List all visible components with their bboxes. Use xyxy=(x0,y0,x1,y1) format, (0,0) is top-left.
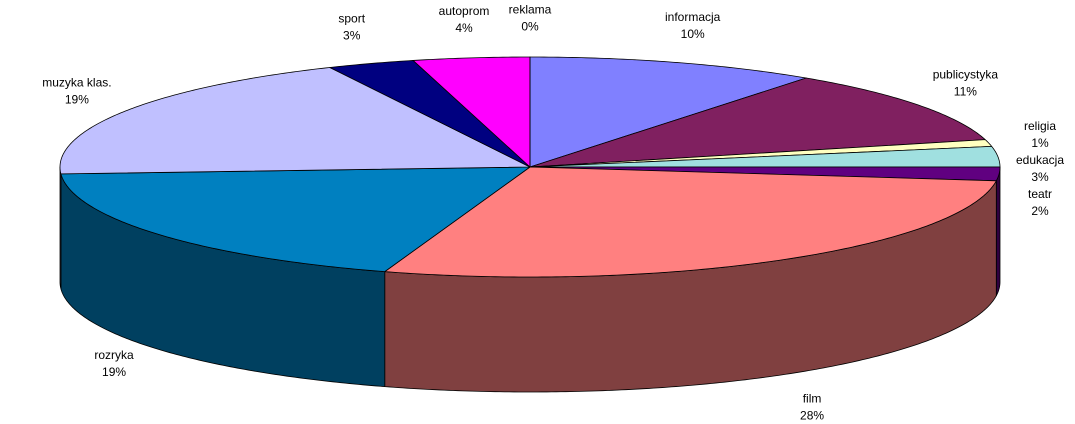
slice-label: rozryka xyxy=(94,348,134,362)
slice-label: sport xyxy=(338,11,365,25)
slice-side xyxy=(995,166,1001,297)
slice-value-label: 19% xyxy=(65,93,89,107)
slice-label: film xyxy=(803,392,822,406)
slice xyxy=(60,166,531,273)
slice-label: autoprom xyxy=(439,4,490,18)
slice xyxy=(59,67,531,175)
slice-label: muzyka klas. xyxy=(42,76,111,90)
slice-value-label: 28% xyxy=(800,409,824,423)
slice xyxy=(529,145,1001,168)
slice-value-label: 0% xyxy=(521,20,539,34)
slice-value-label: 11% xyxy=(954,85,977,99)
slice-label: informacja xyxy=(665,10,721,24)
slice xyxy=(529,77,986,168)
slice xyxy=(384,166,997,278)
slice-value-label: 19% xyxy=(102,365,126,379)
slice-value-label: 4% xyxy=(455,21,473,35)
slice xyxy=(412,56,531,168)
slice-label: teatr xyxy=(1028,187,1052,201)
slice-label: edukacja xyxy=(1016,153,1064,167)
slice-side xyxy=(59,166,62,290)
slice xyxy=(529,56,807,168)
slice xyxy=(329,60,531,168)
slice-label: reklama xyxy=(509,3,552,17)
slice-label: publicystyka xyxy=(933,68,999,82)
slice-value-label: 10% xyxy=(681,27,705,41)
slice-value-label: 3% xyxy=(1031,170,1049,184)
slice-value-label: 1% xyxy=(1031,136,1049,150)
slice-value-label: 2% xyxy=(1031,204,1049,218)
slice-value-label: 3% xyxy=(343,28,361,42)
slice-label: religia xyxy=(1024,119,1056,133)
slice xyxy=(529,139,993,168)
